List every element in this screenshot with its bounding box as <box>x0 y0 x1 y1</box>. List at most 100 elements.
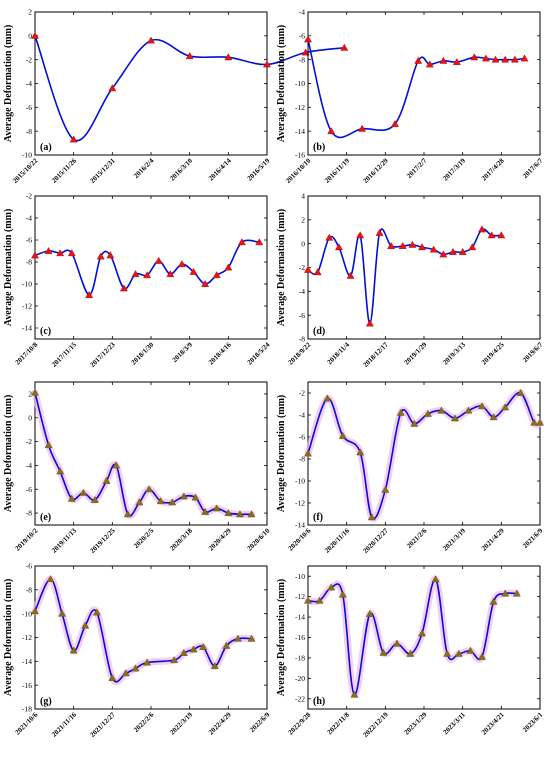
data-point-marker <box>406 649 415 657</box>
data-point-marker <box>391 120 399 127</box>
panel-label: (b) <box>313 142 325 153</box>
plot-frame <box>307 11 541 156</box>
y-tick-label: 2 <box>28 390 32 399</box>
data-point-marker <box>210 662 219 669</box>
x-tick-label: 2017/6/7 <box>521 156 545 180</box>
data-point-marker <box>44 246 53 254</box>
data-point-marker <box>512 589 521 597</box>
data-point-marker <box>350 690 359 698</box>
x-tick-label: 2019/3/13 <box>441 340 467 366</box>
y-tick-label: -8 <box>26 585 32 594</box>
chart-panel-c: -2 -4 -6 -8 -10 -12 -14 2017/10/8 2017/11/15 2017… <box>3 192 272 369</box>
data-point-marker <box>530 418 539 426</box>
y-tick-label: 2 <box>301 215 305 224</box>
panel-label: (d) <box>313 326 325 337</box>
data-point-marker <box>478 402 486 410</box>
y-tick-label: -10 <box>22 609 32 618</box>
data-point-marker <box>414 56 423 64</box>
data-point-marker <box>356 231 365 239</box>
y-tick-label: -2 <box>26 55 32 64</box>
data-point-marker <box>179 492 188 500</box>
panel-label: (g) <box>40 696 52 707</box>
data-point-marker <box>375 228 384 236</box>
x-tick-label: 2016/10/10 <box>284 156 313 185</box>
data-point-marker <box>304 596 312 604</box>
y-tick-label: -10 <box>22 151 32 160</box>
y-tick-label: -2 <box>299 389 305 398</box>
data-point-marker <box>468 243 477 251</box>
series-line <box>34 35 345 142</box>
x-tick-label: 2020/12/27 <box>362 526 391 555</box>
data-point-marker <box>67 249 76 257</box>
x-tick-label: 2020/6/10 <box>246 526 272 552</box>
y-tick-label: -2 <box>26 192 32 201</box>
data-point-marker <box>443 649 452 657</box>
y-tick-label: -2 <box>26 437 32 446</box>
data-point-marker <box>396 408 405 416</box>
y-axis-label: Average Deformation (mm) <box>3 395 14 513</box>
data-point-marker <box>304 265 312 273</box>
data-point-marker <box>154 256 163 264</box>
data-point-marker <box>365 319 374 327</box>
data-point-marker <box>425 60 434 68</box>
data-point-marker <box>177 260 186 268</box>
data-point-marker <box>147 36 155 44</box>
data-point-marker <box>56 249 65 257</box>
y-tick-label: -4 <box>26 79 32 88</box>
y-tick-label: -2 <box>299 263 305 272</box>
y-tick-label: -8 <box>26 509 32 518</box>
data-point-marker <box>201 279 210 287</box>
data-point-marker <box>170 656 179 664</box>
data-point-marker <box>108 84 117 92</box>
plot-frame <box>34 381 268 526</box>
x-tick-label: 2023/3/11 <box>442 710 468 736</box>
x-tick-label: 2018/11/4 <box>326 340 352 366</box>
x-tick-label: 2022/11/8 <box>326 710 352 736</box>
y-tick-label: -20 <box>295 674 305 683</box>
y-axis-label: Average Deformation (mm) <box>276 395 287 513</box>
data-point-marker <box>189 267 198 275</box>
y-tick-label: -8 <box>26 258 32 267</box>
data-point-marker <box>112 461 121 469</box>
y-tick-label: -6 <box>299 31 305 40</box>
data-point-marker <box>381 485 390 493</box>
data-point-marker <box>536 418 544 426</box>
x-tick-label: 2016/3/10 <box>168 156 194 182</box>
data-point-marker <box>168 498 177 506</box>
data-point-marker <box>56 467 65 475</box>
x-tick-label: 2019/11/13 <box>50 526 78 554</box>
y-axis-label: Average Deformation (mm) <box>276 209 287 327</box>
series-line <box>307 39 525 139</box>
data-point-marker <box>313 268 322 276</box>
data-point-marker <box>46 575 55 583</box>
data-point-marker <box>96 252 105 260</box>
data-point-marker <box>464 406 473 414</box>
y-tick-label: -12 <box>295 499 305 508</box>
data-point-marker <box>135 498 144 506</box>
y-tick-label: -6 <box>26 562 32 571</box>
data-point-marker <box>489 597 498 605</box>
data-point-marker <box>398 242 407 249</box>
data-point-marker <box>489 413 498 421</box>
x-tick-label: 2021/4/29 <box>480 526 506 552</box>
x-tick-label: 2022/4/29 <box>207 710 233 736</box>
y-tick-label: -16 <box>22 681 32 690</box>
data-point-marker <box>108 674 117 681</box>
data-point-marker <box>143 658 152 666</box>
y-tick-label: -14 <box>295 613 305 622</box>
x-tick-label: 2015/11/26 <box>50 156 78 184</box>
x-tick-label: 2023/4/21 <box>480 710 506 736</box>
data-point-marker <box>392 639 401 647</box>
data-point-marker <box>323 394 332 402</box>
x-tick-label: 2020/2/5 <box>132 526 156 550</box>
x-tick-label: 2015/10/22 <box>11 156 40 185</box>
plot-frame <box>34 195 268 340</box>
x-tick-label: 2017/11/15 <box>50 340 78 368</box>
data-point-marker <box>81 621 90 629</box>
data-point-marker <box>212 504 221 512</box>
y-tick-label: -10 <box>295 572 305 581</box>
data-point-marker <box>356 448 365 456</box>
x-tick-label: 2022/2/6 <box>132 710 156 734</box>
